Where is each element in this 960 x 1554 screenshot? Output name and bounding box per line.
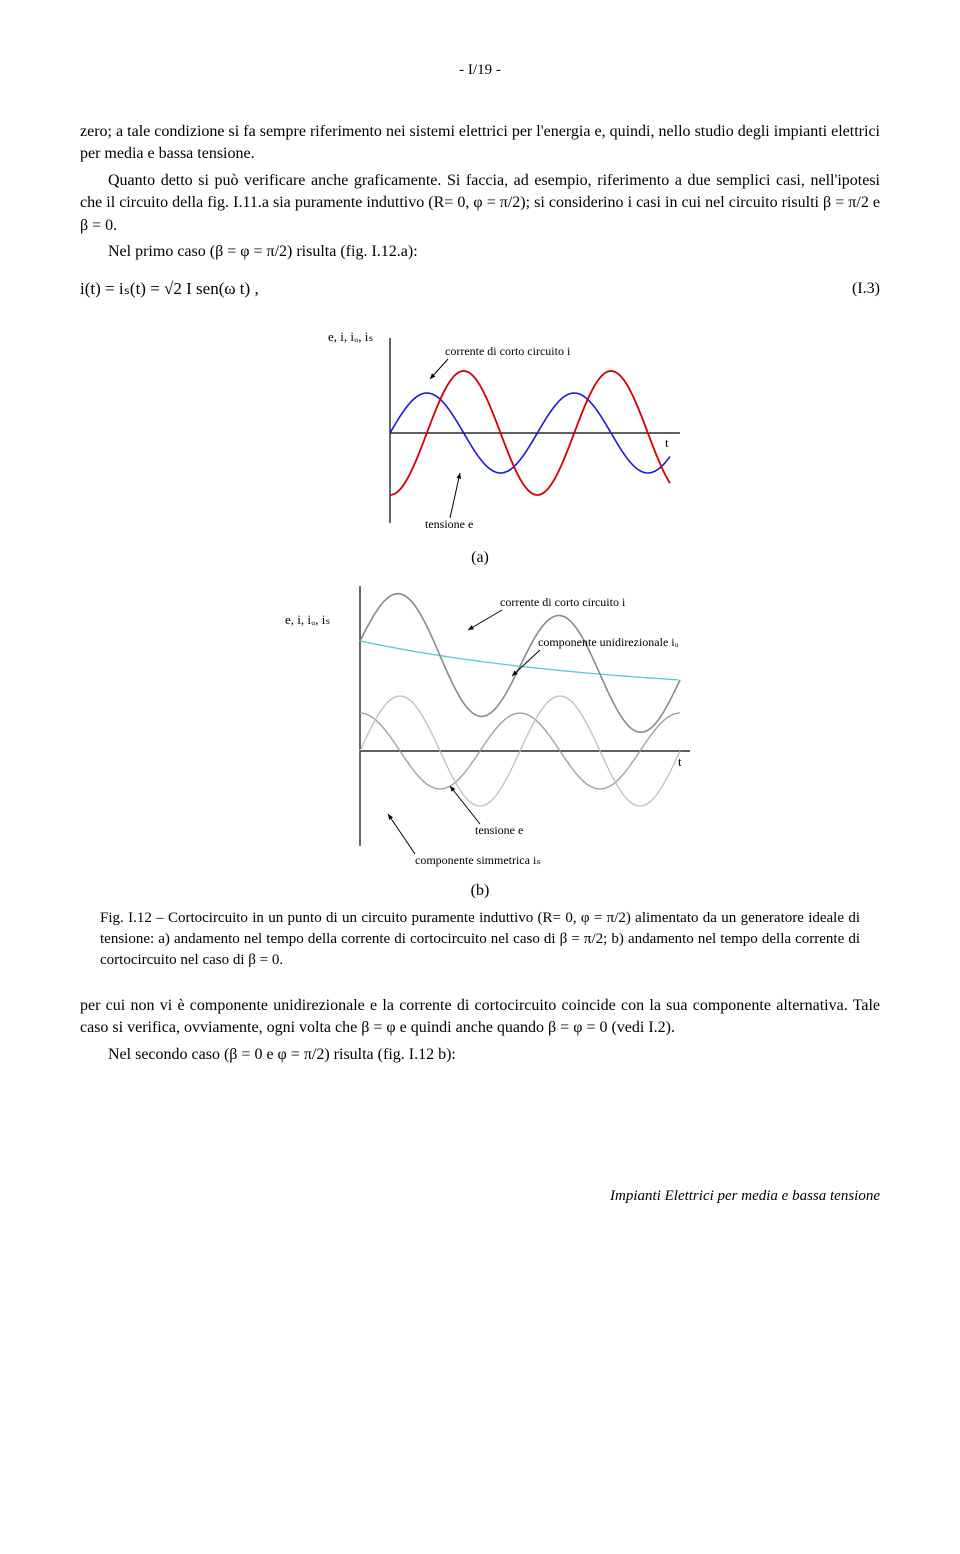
svg-text:tensione e: tensione e [475,823,523,837]
sublabel-a: (a) [80,547,880,569]
equation-number: (I.3) [852,278,880,300]
svg-text:t: t [665,435,669,450]
figure-b-chart: e, i, iᵤ, iₛ corrente di corto circuito i… [250,576,710,876]
para-4: per cui non vi è componente unidireziona… [80,995,880,1040]
svg-text:componente simmetrica iₛ: componente simmetrica iₛ [415,853,541,867]
page-header: - I/19 - [80,60,880,81]
svg-text:componente unidirezionale iᵤ: componente unidirezionale iᵤ [538,635,679,649]
figure-block: e, i, iᵤ, iₛ corrente di corto circuito i… [80,323,880,971]
equation-text: i(t) = iₛ(t) = √2 I sen(ω t) , [80,277,259,301]
para-5: Nel secondo caso (β = 0 e φ = π/2) risul… [80,1044,880,1066]
para-1: zero; a tale condizione si fa sempre rif… [80,121,880,166]
para-3: Nel primo caso (β = φ = π/2) risulta (fi… [80,241,880,263]
svg-text:tensione e: tensione e [425,517,473,531]
equation-row: i(t) = iₛ(t) = √2 I sen(ω t) , (I.3) [80,277,880,301]
sublabel-b: (b) [80,880,880,902]
page-footer: Impianti Elettrici per media e bassa ten… [80,1186,880,1207]
svg-text:e, i, iᵤ, iₛ: e, i, iᵤ, iₛ [285,612,330,627]
svg-text:e, i, iᵤ, iₛ: e, i, iᵤ, iₛ [328,329,373,344]
svg-text:corrente di corto circuito i: corrente di corto circuito i [500,595,626,609]
figure-a-chart: e, i, iᵤ, iₛ corrente di corto circuito i… [270,323,690,543]
svg-text:corrente di corto circuito i: corrente di corto circuito i [445,344,571,358]
para-2: Quanto detto si può verificare anche gra… [80,170,880,237]
svg-text:t: t [678,754,682,769]
figure-caption: Fig. I.12 – Cortocircuito in un punto di… [100,908,860,971]
